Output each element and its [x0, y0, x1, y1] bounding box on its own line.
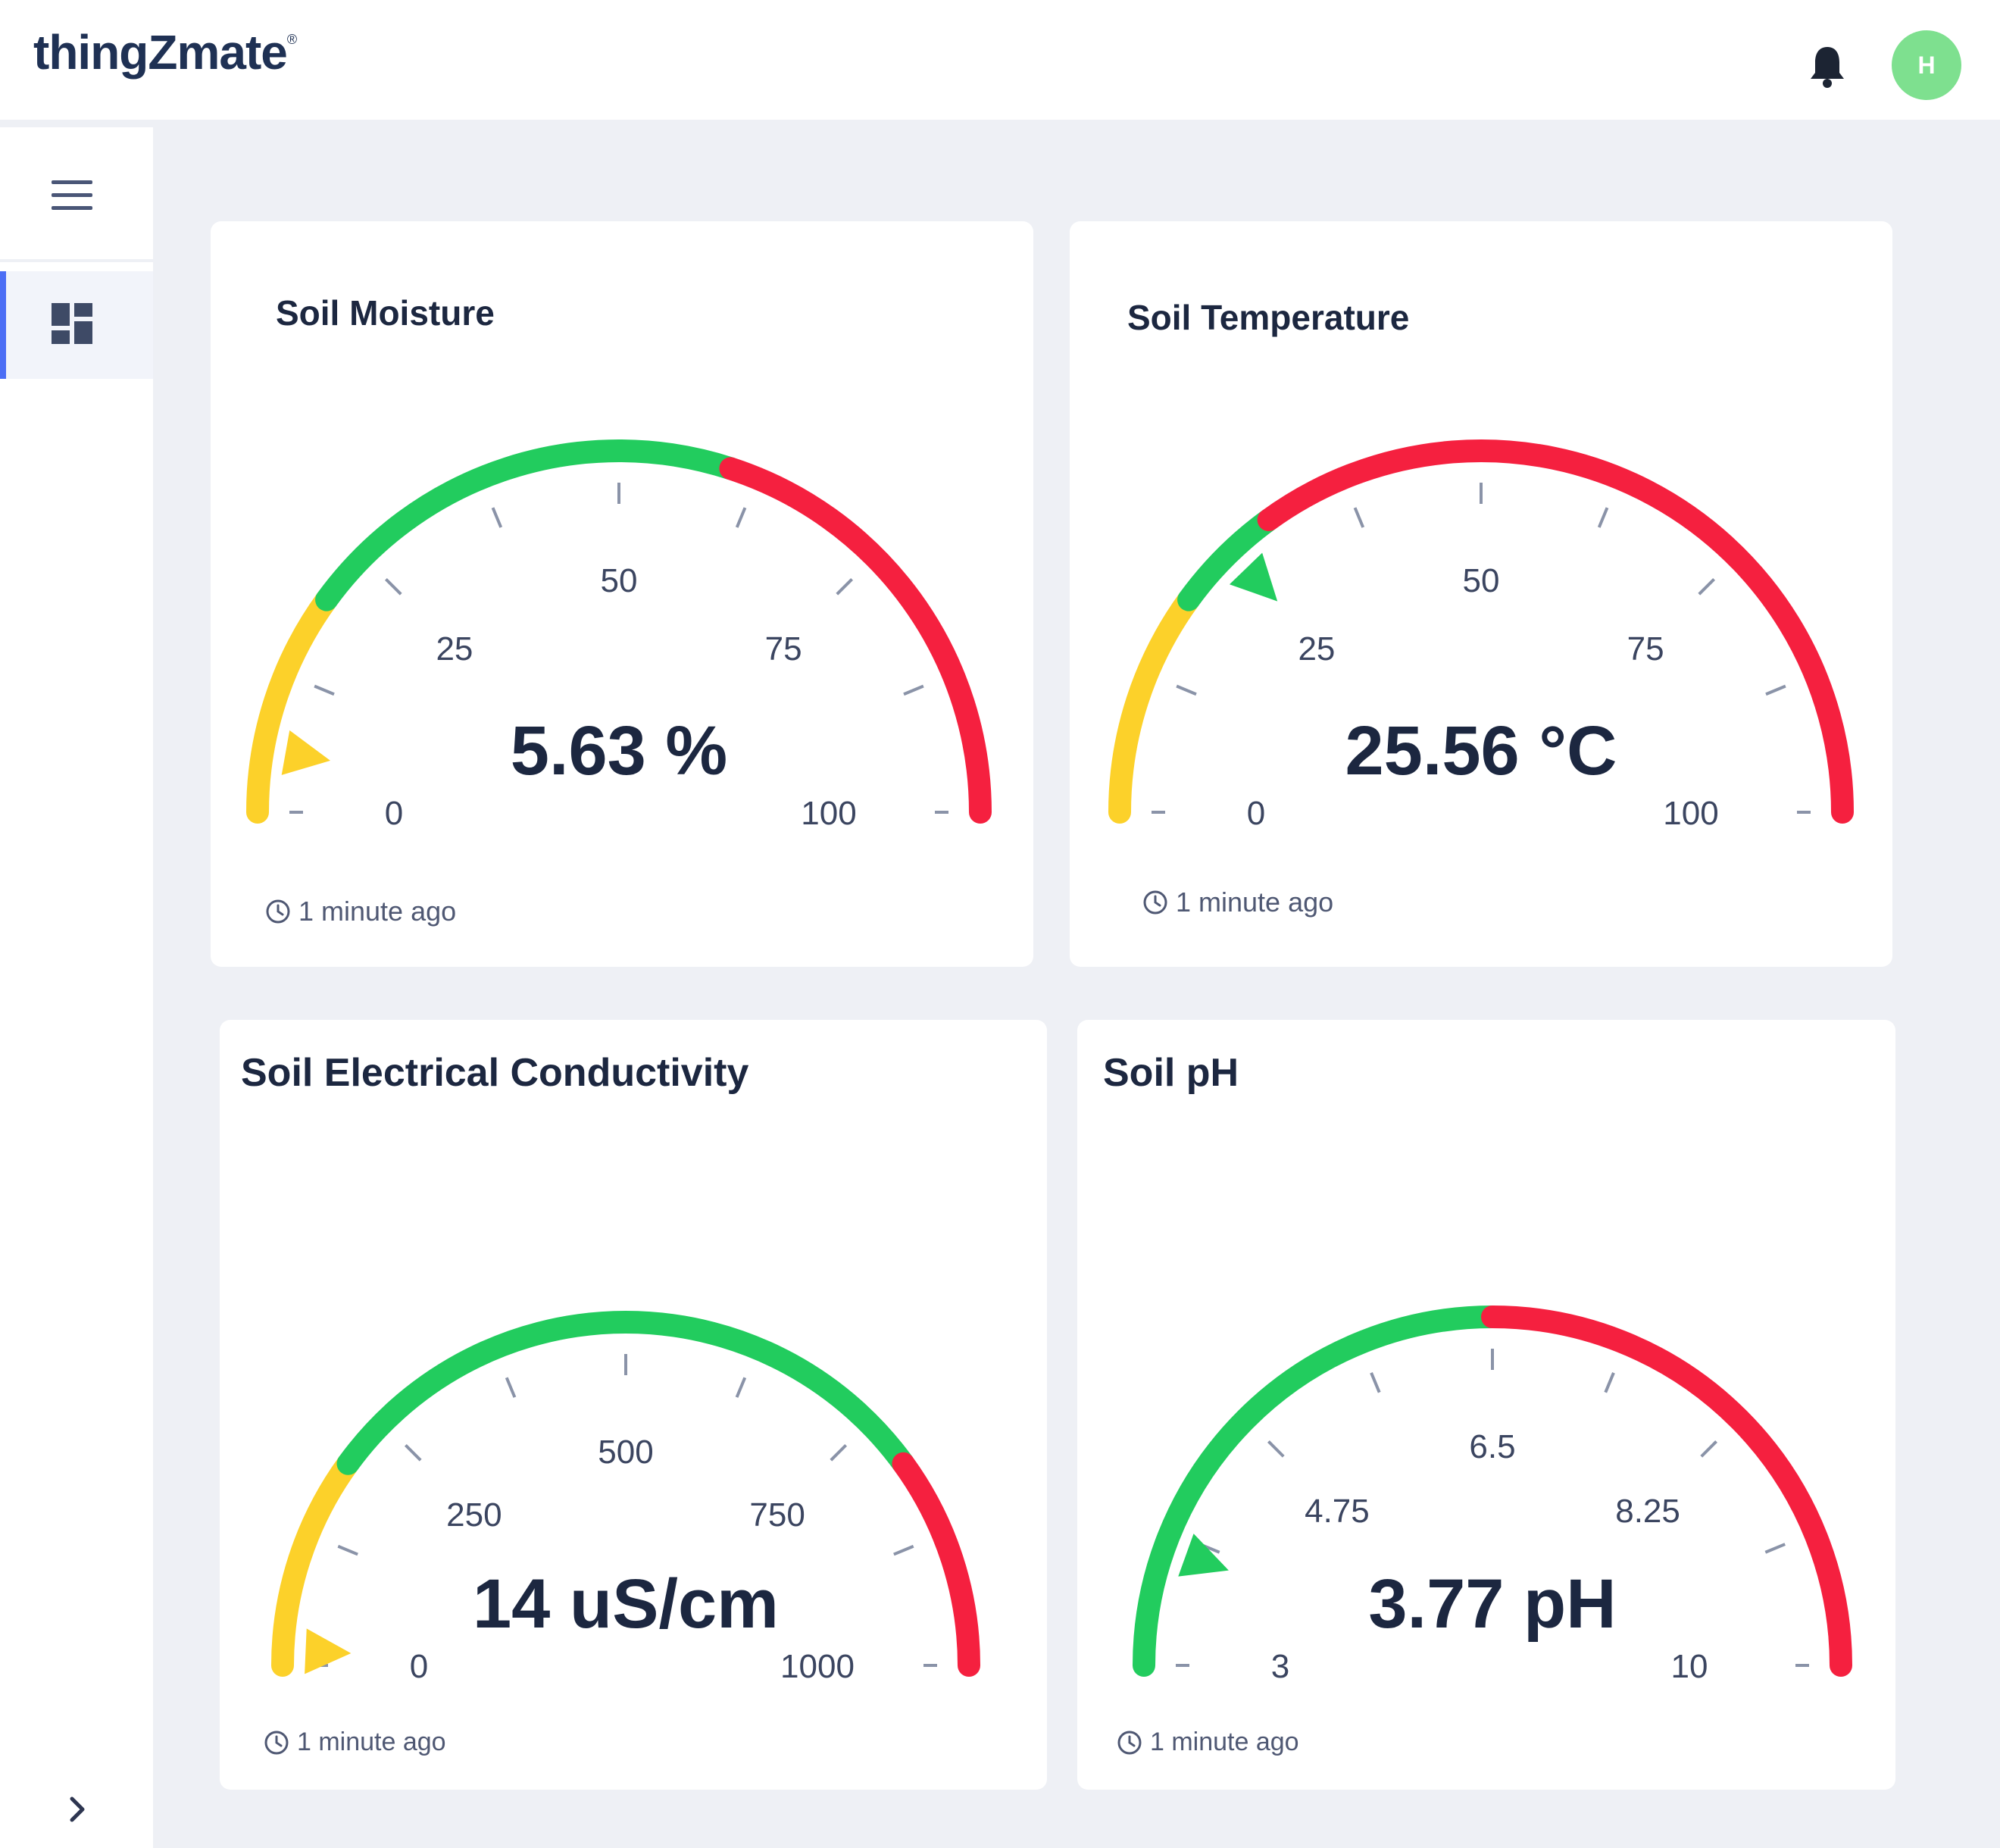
gauge-tick-label: 0: [410, 1648, 428, 1685]
sidebar: [0, 127, 153, 1848]
gauge-tick: [314, 684, 335, 696]
gauge-band: [315, 439, 742, 611]
gauge-value: 5.63 %: [511, 712, 727, 790]
last-updated-text: 1 minute ago: [298, 896, 457, 927]
gauge-tick-label: 100: [1663, 795, 1718, 832]
widget-card-soil-temperature[interactable]: Soil Temperature 0 25 50 75 100 25.56 °C 1 mi…: [1070, 221, 1892, 967]
gauge-band: [892, 1452, 980, 1677]
last-updated-text: 1 minute ago: [297, 1728, 446, 1756]
logo-text: thingZmate: [33, 25, 288, 80]
gauge-tick-label: 0: [1247, 795, 1265, 832]
gauge-tick: [1604, 1372, 1615, 1393]
gauge-tick: [903, 684, 924, 696]
gauge-tick-label: 8.25: [1615, 1493, 1680, 1530]
gauge-tick: [1267, 1440, 1285, 1458]
gauge-needle: [1229, 552, 1278, 602]
gauge-band: [336, 1311, 915, 1475]
hamburger-menu-icon[interactable]: [52, 180, 92, 214]
gauge-tick: [1764, 1543, 1786, 1554]
widget-title: Soil Moisture: [276, 293, 495, 333]
gauge-tick-label: 3: [1271, 1648, 1289, 1685]
gauge-tick: [893, 1544, 914, 1556]
gauge-tick-label: 75: [1627, 630, 1664, 668]
clock-icon: [1117, 1731, 1142, 1754]
gauge-tick-label: 100: [801, 795, 856, 832]
gauge-value: 25.56 °C: [1345, 712, 1617, 790]
gauge-tick-label: 50: [1463, 562, 1500, 599]
last-updated-text: 1 minute ago: [1150, 1728, 1299, 1756]
last-updated-text: 1 minute ago: [1176, 886, 1334, 918]
gauge-tick-label: 250: [446, 1496, 502, 1534]
clock-icon: [266, 899, 290, 924]
gauge-tick-label: 10: [1671, 1648, 1708, 1685]
sidebar-divider: [0, 259, 153, 262]
logo[interactable]: thingZmate®: [33, 24, 297, 80]
gauge-tick-label: 750: [749, 1496, 805, 1534]
gauge-tick: [1700, 1440, 1717, 1458]
widget-title: Soil Temperature: [1127, 298, 1410, 337]
clock-icon: [1143, 890, 1167, 915]
gauge-value: 3.77 pH: [1368, 1565, 1616, 1643]
chevron-right-icon[interactable]: [62, 1794, 92, 1825]
gauge-tick-label: 50: [601, 562, 638, 599]
gauge-tick: [384, 577, 402, 596]
gauge-tick: [1597, 507, 1609, 528]
gauge-tick: [1370, 1372, 1381, 1393]
clock-icon: [264, 1731, 289, 1754]
gauge-band: [1481, 1305, 1852, 1677]
avatar[interactable]: H: [1892, 30, 1961, 100]
gauge: 0 25 50 75 100 25.56 °C: [1108, 439, 1854, 832]
gauge-tick: [735, 507, 747, 528]
avatar-initial: H: [1917, 51, 1936, 79]
gauge-band: [1257, 439, 1854, 824]
gauge-tick: [1176, 684, 1197, 696]
gauge-tick-label: 0: [385, 795, 403, 832]
gauge-band: [1108, 588, 1201, 824]
logo-registered-mark: ®: [286, 32, 297, 47]
gauge-band: [1133, 1305, 1504, 1677]
gauge-tick: [735, 1377, 747, 1398]
gauge-tick-label: 4.75: [1305, 1493, 1370, 1530]
gauge-tick: [505, 1377, 517, 1398]
gauge-band: [271, 1452, 360, 1677]
gauge-tick: [1353, 507, 1365, 528]
widget-title: Soil pH: [1103, 1051, 1239, 1095]
gauge-tick-label: 75: [765, 630, 802, 668]
sidebar-item-dashboard[interactable]: [0, 271, 153, 379]
gauge: 3 4.75 6.5 8.25 10 3.77 pH: [1133, 1305, 1852, 1685]
last-updated: 1 minute ago: [265, 896, 456, 927]
gauge-value: 14 uS/cm: [473, 1565, 779, 1643]
gauge: 0 25 50 75 100 5.63 %: [246, 439, 992, 832]
widget-card-soil-electrical-conductivity[interactable]: Soil Electrical Conductivity 0 250 500 750 1…: [220, 1020, 1047, 1790]
gauge-tick-label: 25: [1298, 630, 1335, 668]
gauge-tick: [1698, 577, 1716, 596]
widget-card-soil-ph[interactable]: Soil pH 3 4.75 6.5 8.25 10 3.77 pH 1 minute a…: [1077, 1020, 1895, 1790]
gauge-tick-label: 500: [598, 1434, 653, 1471]
widget-card-soil-moisture[interactable]: Soil Moisture 0 25 50 75 100 5.63 % 1 minute …: [211, 221, 1033, 967]
bell-icon[interactable]: [1808, 44, 1847, 88]
gauge-tick: [830, 1443, 848, 1462]
gauge-tick: [836, 577, 854, 596]
top-bar: thingZmate® H: [0, 0, 2000, 120]
gauge-tick-label: 1000: [780, 1648, 855, 1685]
gauge-tick-label: 25: [436, 630, 473, 668]
gauge-tick: [491, 507, 503, 528]
gauge-needle: [1178, 1534, 1229, 1577]
gauge-tick: [404, 1443, 422, 1462]
dashboard-grid-icon: [52, 303, 92, 344]
gauge-tick: [1765, 684, 1786, 696]
gauge-band: [246, 588, 339, 824]
gauge-needle: [281, 730, 331, 775]
gauge-needle: [305, 1628, 352, 1674]
gauge-tick: [337, 1544, 358, 1556]
gauge-band: [719, 457, 992, 824]
last-updated: 1 minute ago: [1117, 1728, 1299, 1757]
last-updated: 1 minute ago: [264, 1728, 446, 1757]
widget-title: Soil Electrical Conductivity: [241, 1051, 749, 1095]
gauge-tick-label: 6.5: [1469, 1428, 1515, 1465]
active-indicator: [0, 271, 6, 379]
last-updated: 1 minute ago: [1142, 886, 1333, 918]
